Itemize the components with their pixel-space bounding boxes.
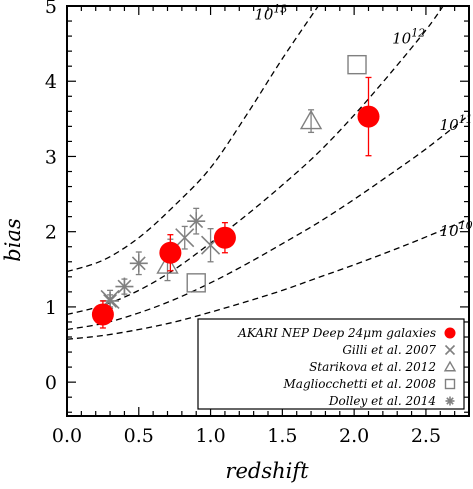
series-starikova-et-al-2012-point-0 [156,254,179,274]
y-tick-label: 1 [45,297,57,319]
legend-marker [443,360,457,372]
series-akari-nep-deep-24-m-galaxies-point-0 [91,303,114,326]
x-axis-title: redshift [225,459,309,483]
y-tick-label: 3 [45,146,57,168]
legend-marker-stroke-b [444,344,456,356]
x-tick-label: 0.5 [124,425,154,447]
series-magliocchetti-et-al-2008-point-1 [347,54,367,75]
x-tick-label: 0.0 [52,425,82,447]
series-dolley-et-al-2014-point-1-ray-3 [117,279,132,294]
series-gilli-et-al-2007-point-1 [175,228,195,248]
model-curve-10-10-label: 1010 [440,219,473,240]
x-tick-label: 1.5 [267,425,297,447]
series-dolley-et-al-2014-point-4 [187,212,206,231]
series-akari-nep-deep-24-m-galaxies-point-1 [159,241,182,264]
y-tick-label: 0 [45,372,57,394]
legend-marker [444,327,456,339]
series-dolley-et-al-2014-point-4-ray-3 [189,214,204,229]
legend-label: Gilli et al. 2007 [342,343,436,357]
legend-marker [445,396,455,406]
legend-label: Starikova et al. 2012 [309,360,436,374]
series-starikova-et-al-2012-point-1 [299,109,323,130]
model-curve-10-10 [67,218,469,340]
series-akari-nep-deep-24-m-galaxies-point-3 [357,105,380,128]
series-magliocchetti-et-al-2008-point-0 [186,273,206,293]
model-curves-layer [67,6,469,340]
series-akari-nep-deep-24-m-galaxies-point-2 [213,226,236,249]
legend-marker-ray-3 [446,397,454,405]
legend-label: AKARI NEP Deep 24μm galaxies [237,326,436,340]
legend-marker [444,378,456,390]
model-curve-10-12-label: 1012 [392,27,425,48]
y-axis-title: bias [1,218,25,262]
legend-marker [444,344,456,356]
series-dolley-et-al-2014-point-1 [115,277,134,296]
data-points-layer [91,54,380,329]
model-curve-10-12 [67,6,444,316]
legend-label: Magliocchetti et al. 2008 [283,377,437,391]
y-tick-label: 4 [45,71,57,93]
model-curve-10-11-label: 1011 [440,113,473,134]
model-curve-10-11 [67,114,469,331]
legend-label: Dolley et al. 2014 [328,394,436,408]
y-tick-label: 5 [45,0,57,18]
x-tick-label: 1.0 [195,425,225,447]
legend-box [197,318,465,410]
legend: AKARI NEP Deep 24μm galaxies Gilli et al.… [197,318,465,410]
series-dolley-et-al-2014-point-2-ray-3 [131,256,146,271]
series-gilli-et-al-2007-point-1-stroke-b [175,228,195,248]
axis-ticks-layer: 0.0 0.5 1.0 1.5 2.0 2.5 0 1 2 3 4 5 [45,0,470,447]
x-tick-label: 2.5 [411,425,441,447]
series-dolley-et-al-2014-point-2 [129,254,148,273]
model-curve-10-13 [67,6,319,273]
y-tick-label: 2 [45,222,57,244]
x-tick-label: 2.0 [339,425,369,447]
